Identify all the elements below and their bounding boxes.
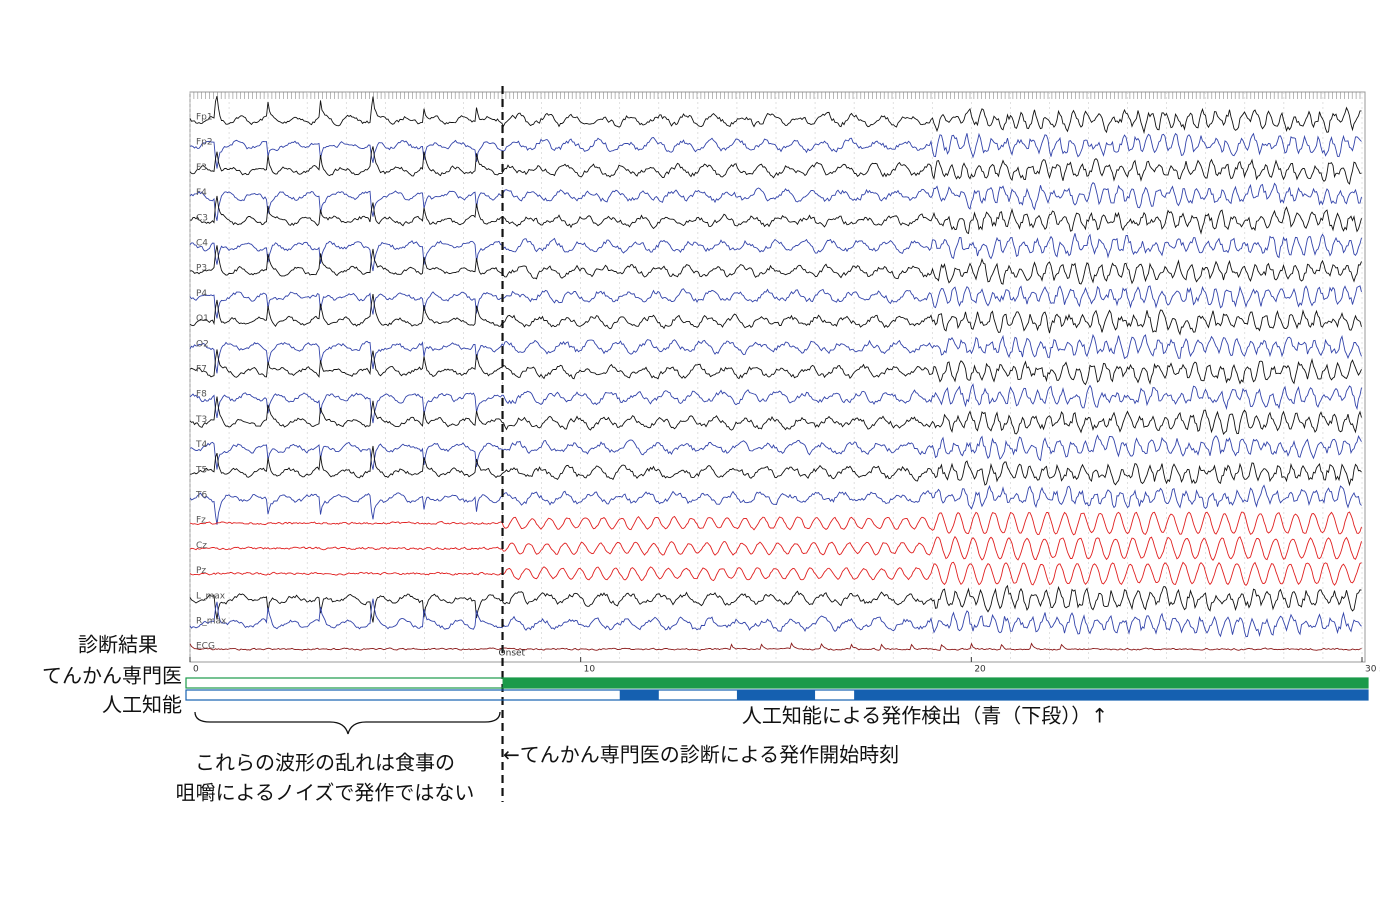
channel-label: T4: [195, 440, 207, 450]
row-title: 診断結果: [78, 633, 158, 657]
ai-segment: [854, 690, 1368, 700]
eeg-trace: [189, 511, 1362, 536]
eeg-trace: [189, 349, 1362, 386]
channel-label: Cz: [196, 541, 207, 551]
eeg-trace: [189, 598, 1362, 638]
eeg-trace: [189, 383, 1362, 424]
eeg-trace: [189, 245, 1362, 285]
channel-label: Fp2: [196, 138, 213, 148]
channel-label: T3: [195, 415, 207, 425]
channel-label: Pz: [196, 566, 206, 576]
channel-label: P3: [196, 264, 207, 274]
expert-segment: [502, 678, 1368, 688]
channel-label: O1: [196, 314, 209, 324]
eeg-trace: [189, 434, 1362, 470]
channel-label: Fp1: [196, 113, 213, 123]
channel-label: T6: [195, 491, 207, 501]
eeg-trace: [189, 182, 1362, 221]
channel-label: C4: [196, 239, 208, 249]
ai-label: 人工知能: [102, 693, 182, 717]
expert-label: てんかん専門医: [42, 664, 182, 688]
eeg-trace: [189, 445, 1362, 487]
noise-note: 咀嚼によるノイズで発作ではない: [176, 781, 475, 805]
eeg-trace: [189, 535, 1362, 561]
channel-label: L_max: [196, 591, 226, 601]
channel-label: T5: [195, 465, 207, 475]
brace: [194, 711, 501, 735]
onset-label: Onset: [499, 649, 526, 659]
x-tick-label: 20: [974, 665, 986, 675]
eeg-trace: [189, 584, 1362, 623]
x-tick-label: 30 s: [1365, 665, 1380, 675]
channel-label: C3: [196, 213, 208, 223]
channel-label: ECG: [196, 642, 215, 652]
eeg-trace: [189, 146, 1362, 185]
x-tick-label: 10: [584, 665, 596, 675]
channel-label: P4: [196, 289, 207, 299]
eeg-trace: [189, 233, 1362, 272]
x-tick-label: 0: [193, 665, 199, 675]
channel-label: F4: [196, 188, 207, 198]
ai-note: 人工知能による発作検出（青（下段））↑: [742, 704, 1108, 728]
eeg-trace: [189, 642, 1362, 651]
onset-note: ←てんかん専門医の診断による発作開始時刻: [503, 743, 899, 767]
eeg-trace: [189, 484, 1362, 525]
time-hash: [189, 92, 1361, 99]
noise-note: これらの波形の乱れは食事の: [195, 751, 455, 775]
channel-label: Fz: [196, 516, 206, 526]
ai-segment: [619, 690, 659, 700]
channel-label: F8: [196, 390, 207, 400]
eeg-trace: [189, 333, 1362, 374]
channel-label: F7: [196, 365, 207, 375]
eeg-trace: [189, 561, 1362, 587]
eeg-trace: [189, 195, 1362, 235]
channel-label: R_max: [196, 617, 227, 627]
channel-label: F3: [196, 163, 207, 173]
eeg-trace: [189, 294, 1362, 336]
eeg-trace: [189, 396, 1362, 436]
eeg-trace: [189, 132, 1362, 169]
channel-label: O2: [196, 339, 209, 349]
ai-segment: [736, 690, 816, 700]
eeg-trace: [189, 285, 1362, 319]
eeg-trace: [189, 95, 1362, 135]
